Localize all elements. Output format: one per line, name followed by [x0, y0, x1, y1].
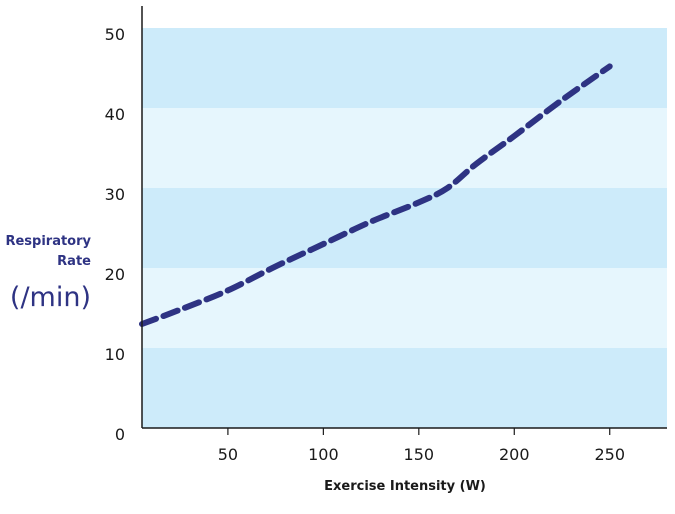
series-layer: [139, 63, 613, 327]
x-tick-label-50: 50: [218, 445, 238, 464]
y-tick-label-20: 20: [105, 265, 125, 284]
x-axis-label: Exercise Intensity (W): [324, 479, 486, 494]
x-tick-label-250: 250: [594, 445, 625, 464]
y-axis-label-line1: Respiratory: [5, 234, 91, 249]
y-tick-label-10: 10: [105, 345, 125, 364]
x-axis-ticks: [227, 428, 611, 435]
x-tick-label-200: 200: [499, 445, 530, 464]
y-axis-label-line2: Rate: [57, 254, 91, 269]
background-band-30-40: [142, 108, 667, 188]
axes: [141, 6, 667, 429]
background-band-0-10: [142, 348, 667, 428]
series-line-0: [139, 63, 613, 327]
background-bands: [142, 28, 667, 428]
x-tick-label-150: 150: [404, 445, 435, 464]
background-band-10-20: [142, 268, 667, 348]
x-tick-label-100: 100: [308, 445, 339, 464]
y-tick-label-40: 40: [105, 105, 125, 124]
y-tick-label-50: 50: [105, 25, 125, 44]
y-axis-unit-label: (/min): [10, 282, 91, 313]
x-axis-tick-labels: 50 100 150 200 250: [218, 445, 625, 464]
background-band-20-30: [142, 188, 667, 268]
y-axis-tick-labels: 0 10 20 30 40 50: [105, 25, 125, 444]
y-tick-label-30: 30: [105, 185, 125, 204]
background-band-40-50: [142, 28, 667, 108]
y-tick-label-0: 0: [115, 425, 125, 444]
